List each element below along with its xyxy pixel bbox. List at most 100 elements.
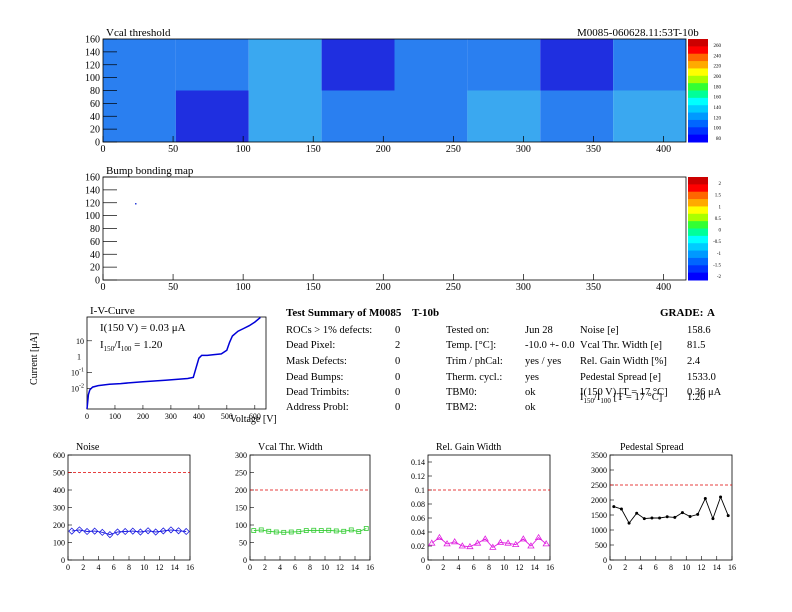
vcal-palette-color-band xyxy=(688,83,708,91)
bump-palette-color-band xyxy=(688,177,708,185)
module-id: M0085-060628.11:53T-10b xyxy=(577,27,699,39)
small-y-tick-label: 0.1 xyxy=(415,486,425,495)
small-y-tick-label: 0 xyxy=(421,556,425,565)
small-x-tick-label: 16 xyxy=(728,563,736,572)
y-tick-label: 120 xyxy=(85,60,100,71)
summary-label: Therm. cycl.: xyxy=(446,372,503,383)
small-x-tick-label: 8 xyxy=(308,563,312,572)
bump-palette-color-band xyxy=(688,199,708,207)
iv-x-tick-label: 500 xyxy=(221,412,233,421)
summary-value: 81.5 xyxy=(687,340,706,351)
data-point xyxy=(458,542,467,549)
small-plot-title: Vcal Thr. Width xyxy=(258,442,323,453)
iv-chart: 0 100 200 300 400 500 600 10-2 10-1 10 1 xyxy=(71,316,267,421)
small-x-tick-label: 10 xyxy=(321,563,329,572)
y-tick-label: 140 xyxy=(85,185,100,196)
vcal-palette-label: 200 xyxy=(714,75,722,80)
data-point xyxy=(121,527,129,536)
data-point xyxy=(303,528,309,533)
small-y-tick-label: 400 xyxy=(53,486,65,495)
bump-palette-label: -1 xyxy=(717,252,722,257)
small-x-tick-label: 2 xyxy=(623,563,627,572)
summary-value: 0 xyxy=(395,402,401,413)
data-point xyxy=(481,535,489,542)
y-tick-label: 20 xyxy=(90,263,100,274)
small-x-tick-label: 2 xyxy=(441,563,445,572)
y-tick-label: 80 xyxy=(90,86,100,97)
vcal-palette-label: 120 xyxy=(714,116,722,121)
roc-block-5 xyxy=(467,39,541,91)
summary-label: Dead Trimbits: xyxy=(286,387,350,398)
roc-block-9 xyxy=(175,90,249,142)
summary-label: Address Probl: xyxy=(286,402,349,413)
vcal-palette-color-band xyxy=(688,112,708,121)
vcal-palette-color-band xyxy=(688,97,708,106)
iv-ylabel: Current [μA] xyxy=(29,332,40,385)
small-y-tick-label: 0.06 xyxy=(411,514,425,523)
bump-map-chart: 0 50 100 150 200 250 300 350 4000204060801001201… xyxy=(85,173,722,294)
vcal-palette-label: 220 xyxy=(714,65,722,70)
small-x-tick-label: 2 xyxy=(81,563,85,572)
data-point xyxy=(68,527,76,535)
data-point xyxy=(612,505,616,509)
small-x-tick-label: 4 xyxy=(639,563,643,572)
small-y-tick-label: 300 xyxy=(53,504,65,513)
small-y-tick-label: 0.14 xyxy=(411,458,425,467)
data-point xyxy=(113,528,122,536)
y-tick-label: 120 xyxy=(85,198,100,209)
data-point xyxy=(136,528,145,536)
data-point xyxy=(273,529,279,535)
summary-value: 0 xyxy=(395,356,401,367)
small-y-tick-label: 3500 xyxy=(591,451,607,460)
x-tick-label: 250 xyxy=(446,144,461,155)
data-point xyxy=(527,542,535,549)
bump-palette-label: 1.5 xyxy=(715,194,722,199)
bump-palette-color-band xyxy=(688,184,708,193)
bump-palette-color-band xyxy=(688,235,708,244)
small-y-tick-label: 150 xyxy=(235,504,247,513)
data-point xyxy=(665,515,669,519)
x-tick-label: 200 xyxy=(376,144,391,155)
x-tick-label: 50 xyxy=(168,144,178,155)
x-tick-label: 100 xyxy=(236,282,251,293)
roc-block-11 xyxy=(321,90,395,142)
y-tick-label: 20 xyxy=(90,125,100,136)
data-point xyxy=(688,515,692,518)
iv-y-tick-label: 10 xyxy=(76,337,84,346)
vcal-palette-color-band xyxy=(688,134,708,143)
y-tick-label: 60 xyxy=(90,237,100,248)
small-y-tick-label: 0.08 xyxy=(411,500,425,509)
small-y-tick-label: 100 xyxy=(53,539,65,548)
roc-block-13 xyxy=(467,90,541,142)
data-point xyxy=(129,527,137,535)
roc-block-1 xyxy=(175,39,249,91)
small-plot-frame xyxy=(609,454,733,561)
y-tick-label: 140 xyxy=(85,47,100,58)
data-point xyxy=(91,527,99,535)
summary-value: 1533.0 xyxy=(687,372,716,383)
roc-block-4 xyxy=(394,39,468,91)
bump-palette-label: 2 xyxy=(719,182,722,187)
small-x-tick-label: 6 xyxy=(472,563,476,572)
series-line xyxy=(431,536,547,548)
vcal-palette-color-band xyxy=(688,53,708,62)
small-x-tick-label: 12 xyxy=(156,563,164,572)
small-y-tick-label: 50 xyxy=(239,539,247,548)
small-x-tick-label: 12 xyxy=(698,563,706,572)
iv-ratio-label: I150/I100 = 1.20 xyxy=(100,339,163,354)
small-x-tick-label: 2 xyxy=(263,563,267,572)
data-point xyxy=(650,516,654,520)
small-x-tick-label: 4 xyxy=(457,563,461,572)
x-tick-label: 350 xyxy=(586,282,601,293)
roc-block-12 xyxy=(394,90,468,142)
summary-label: TBM2: xyxy=(446,402,477,413)
vcal-palette-label: 100 xyxy=(714,127,722,132)
data-point xyxy=(75,526,84,534)
small-x-tick-label: 0 xyxy=(608,563,612,572)
vcal-palette-color-band xyxy=(688,105,708,114)
bump-palette-label: -1.5 xyxy=(713,263,721,268)
small-y-tick-label: 500 xyxy=(53,469,65,478)
small-plot-title: Rel. Gain Width xyxy=(436,442,501,453)
small-x-tick-label: 0 xyxy=(426,563,430,572)
iv-y-tick-label: 10-2 xyxy=(71,383,84,393)
